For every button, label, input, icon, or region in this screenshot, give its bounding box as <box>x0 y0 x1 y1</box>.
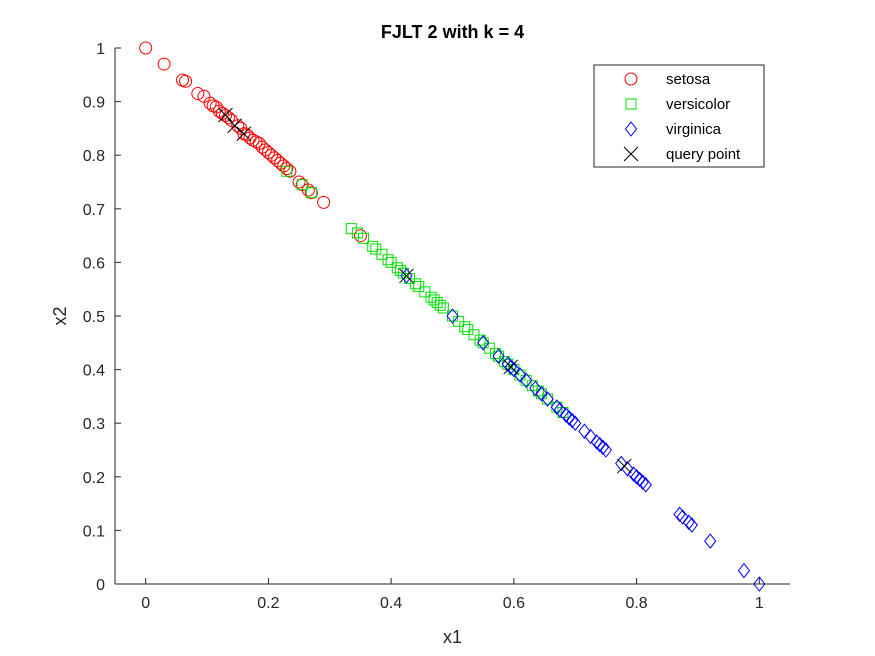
markers-layer <box>139 41 766 592</box>
setosa-point <box>179 74 193 88</box>
y-tick-label: 1 <box>96 41 105 58</box>
virginica-point <box>550 399 563 415</box>
virginica-point <box>400 267 413 284</box>
series-query-point <box>218 107 632 474</box>
labels-layer: FJLT 2 with k = 4 x1 x2 <box>50 22 524 647</box>
setosa-point <box>191 87 205 101</box>
y-tick-label: 0.8 <box>83 148 105 165</box>
query-point-point <box>218 107 233 123</box>
virginica-point <box>477 334 490 351</box>
virginica-point <box>685 517 698 533</box>
virginica-point <box>566 412 579 429</box>
legend-marker-virginica <box>624 121 638 137</box>
x-tick-label: 0.2 <box>257 595 279 612</box>
virginica-point <box>529 380 542 397</box>
legend: setosa versicolor virginica query point <box>593 64 765 168</box>
setosa-point <box>283 164 297 178</box>
virginica-point <box>673 506 686 523</box>
virginica-point <box>520 372 533 389</box>
virginica-point <box>504 359 517 375</box>
versicolor-point <box>434 299 446 311</box>
versicolor-point <box>358 232 370 244</box>
virginica-point <box>541 391 554 407</box>
virginica-point <box>676 509 689 525</box>
setosa-point <box>292 175 306 189</box>
virginica-point <box>630 468 643 485</box>
versicolor-point <box>459 321 471 333</box>
query-point-point <box>399 268 414 284</box>
y-tick-label: 0.1 <box>83 523 105 540</box>
setosa-point <box>246 133 260 147</box>
legend-label-versicolor: versicolor <box>666 96 730 113</box>
virginica-point <box>559 407 573 423</box>
virginica-point <box>633 471 646 488</box>
virginica-point <box>639 477 652 493</box>
y-tick-label: 0 <box>96 577 105 594</box>
y-axis-label: x2 <box>50 306 70 325</box>
y-tick-label: 0.4 <box>83 363 105 380</box>
virginica-point <box>682 514 695 531</box>
virginica-point <box>562 410 576 426</box>
legend-marker-versicolor <box>625 98 637 110</box>
query-point-point <box>503 359 519 375</box>
virginica-point <box>553 401 567 418</box>
y-tick-label: 0.9 <box>83 95 105 112</box>
setosa-point <box>304 186 318 200</box>
virginica-point <box>599 442 613 458</box>
virginica-point <box>704 533 717 549</box>
query-point-point <box>227 118 243 134</box>
x-tick-label: 0.4 <box>380 595 402 612</box>
legend-label-query-point: query point <box>666 146 741 163</box>
versicolor-point <box>296 179 308 191</box>
setosa-point <box>317 195 331 209</box>
versicolor-point <box>367 240 379 252</box>
legend-box <box>593 64 765 168</box>
versicolor-point <box>410 278 422 290</box>
setosa-point <box>203 96 217 110</box>
chart-title: FJLT 2 with k = 4 <box>381 22 524 42</box>
virginica-point <box>737 562 751 579</box>
virginica-point <box>569 415 582 432</box>
virginica-point <box>590 434 603 450</box>
axes-layer: 0 0.2 0.4 0.6 0.8 1 0 0.1 0.2 0.3 0.4 0.5 0.6 0.7 0.8 0… <box>83 41 790 612</box>
y-tick-label: 0.2 <box>83 470 105 487</box>
virginica-point <box>615 455 628 472</box>
x-tick-label: 0 <box>141 595 150 612</box>
setosa-point <box>353 229 367 243</box>
x-tick-label: 0.6 <box>503 595 525 612</box>
virginica-point <box>753 576 766 592</box>
virginica-point <box>593 436 606 453</box>
x-axis-label: x1 <box>443 627 462 647</box>
versicolor-point <box>437 302 449 314</box>
setosa-point <box>139 41 153 55</box>
setosa-point <box>157 57 171 71</box>
legend-marker-query-point <box>623 146 639 162</box>
legend-label-setosa: setosa <box>666 71 711 88</box>
versicolor-point <box>305 187 317 199</box>
versicolor-point <box>281 165 293 177</box>
virginica-point <box>596 439 609 456</box>
query-point-point <box>616 458 632 474</box>
virginica-point <box>636 474 649 490</box>
virginica-point <box>578 423 591 440</box>
query-point-point <box>236 126 252 142</box>
virginica-point <box>501 356 514 373</box>
y-tick-label: 0.5 <box>83 309 105 326</box>
virginica-point <box>492 348 505 365</box>
setosa-point <box>280 162 294 176</box>
versicolor-point <box>345 223 357 235</box>
virginica-point <box>584 428 597 445</box>
virginica-point <box>446 308 459 324</box>
legend-marker-setosa <box>624 72 638 86</box>
versicolor-point <box>382 254 394 266</box>
virginica-point <box>535 385 548 402</box>
legend-label-virginica: virginica <box>666 121 722 138</box>
y-tick-label: 0.6 <box>83 255 105 272</box>
x-tick-label: 0.8 <box>625 595 647 612</box>
x-tick-label: 1 <box>755 595 764 612</box>
y-tick-label: 0.3 <box>83 416 105 433</box>
y-tick-label: 0.7 <box>83 202 105 219</box>
